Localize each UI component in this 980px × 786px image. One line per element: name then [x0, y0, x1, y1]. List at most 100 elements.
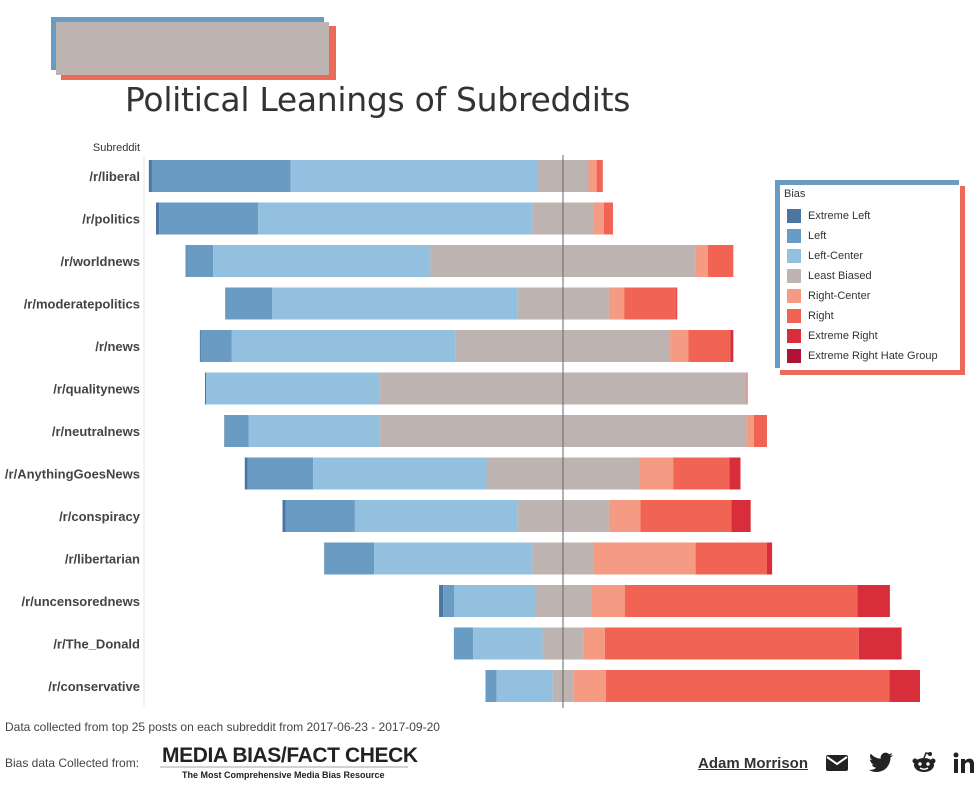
- author-link[interactable]: Adam Morrison: [698, 755, 809, 772]
- legend-label: Right: [808, 310, 834, 322]
- bar-segment: [185, 245, 187, 277]
- bar-segment: [443, 585, 455, 617]
- category-label: /r/liberal: [89, 169, 140, 184]
- category-label: /r/worldnews: [61, 254, 140, 269]
- bar-segment: [248, 415, 380, 447]
- category-label: /r/conspiracy: [59, 509, 141, 524]
- bar-segment: [213, 245, 431, 277]
- bar-segment: [485, 670, 497, 702]
- category-label: /r/libertarian: [65, 552, 140, 567]
- bar-segment: [247, 457, 314, 490]
- bar-segment: [593, 542, 696, 575]
- bar-segment: [729, 457, 741, 490]
- bar-segment: [258, 202, 533, 235]
- category-label: /r/news: [95, 339, 140, 354]
- bar-segment: [603, 202, 613, 235]
- linkedin-icon[interactable]: [951, 750, 977, 776]
- bar-segment: [593, 202, 604, 235]
- legend-swatch: [787, 269, 801, 283]
- bar-segment: [608, 287, 625, 320]
- bar-segment: [206, 372, 380, 405]
- category-label: /r/politics: [82, 212, 140, 227]
- bar-segment: [496, 670, 553, 702]
- bar-segment: [186, 245, 214, 277]
- mbfc-logo-tagline: The Most Comprehensive Media Bias Resour…: [182, 770, 385, 780]
- bar-segment: [676, 287, 678, 320]
- legend-item: Least Biased: [787, 266, 872, 286]
- legend-border-red: [780, 186, 965, 375]
- bar-segment: [640, 500, 732, 532]
- bar-segment: [199, 330, 201, 362]
- bar-segment: [639, 457, 674, 490]
- bar-segment: [605, 670, 890, 702]
- bar-segment: [695, 542, 767, 575]
- bar-segment: [624, 585, 858, 617]
- legend-label: Left: [808, 230, 827, 242]
- legend-label: Left-Center: [808, 250, 864, 262]
- bar-segment: [290, 160, 538, 192]
- legend-label: Extreme Right Hate Group: [808, 350, 938, 362]
- bar-segment: [354, 500, 518, 532]
- bar-segment: [746, 372, 748, 405]
- bar-segment: [313, 457, 487, 490]
- chart-title: Political Leanings of Subreddits: [125, 80, 631, 119]
- row-header: Subreddit: [93, 142, 140, 154]
- bar-segment: [374, 542, 533, 575]
- legend-item: Right: [787, 306, 834, 326]
- bar-segment: [591, 585, 625, 617]
- bar-segment: [285, 500, 355, 532]
- mbfc-logo-title: MEDIA BIAS/FACT CHECK: [162, 744, 418, 767]
- legend-item: Left: [787, 226, 826, 246]
- bar-segment: [583, 627, 605, 660]
- legend-label: Extreme Right: [808, 330, 878, 342]
- category-label: /r/conservative: [48, 679, 140, 694]
- bar-segment: [159, 202, 259, 235]
- legend-swatch: [787, 229, 801, 243]
- reddit-icon[interactable]: [911, 750, 937, 776]
- category-label: /r/The_Donald: [53, 637, 140, 652]
- category-label: /r/moderatepolitics: [24, 297, 140, 312]
- bar-segment: [573, 670, 606, 702]
- mbfc-logo[interactable]: MEDIA BIAS/FACT CHECK The Most Comprehen…: [160, 744, 418, 784]
- mail-icon[interactable]: [824, 750, 850, 776]
- legend-swatch: [787, 349, 801, 363]
- bar-segment: [454, 585, 535, 617]
- bar-segment: [731, 500, 751, 532]
- legend-swatch: [787, 289, 801, 303]
- bar-segment: [200, 330, 232, 362]
- legend-label: Right-Center: [808, 290, 871, 302]
- bar-segment: [858, 627, 902, 660]
- bar-segment: [453, 627, 474, 660]
- category-label: /r/AnythingGoesNews: [5, 467, 140, 482]
- twitter-icon[interactable]: [868, 750, 894, 776]
- legend-box: Bias Extreme Left Left Left-Center Least Bi…: [780, 185, 960, 370]
- bar-segment: [707, 245, 734, 277]
- mbfc-logo-underline: [160, 766, 408, 768]
- bar-segment: [604, 627, 859, 660]
- bar-segment: [272, 287, 518, 320]
- bar-segment: [673, 457, 730, 490]
- bar-segment: [225, 287, 227, 320]
- category-label: /r/qualitynews: [53, 382, 140, 397]
- bar-segment: [151, 160, 291, 192]
- legend-title: Bias: [784, 188, 806, 200]
- bar-segment: [324, 542, 326, 575]
- bar-segment: [156, 202, 160, 235]
- bar-segment: [746, 415, 754, 447]
- legend: Bias Extreme Left Left Left-Center Least Bi…: [775, 180, 965, 375]
- legend-item: Extreme Left: [787, 206, 870, 226]
- bar-segment: [226, 287, 273, 320]
- category-label: /r/neutralnews: [52, 424, 140, 439]
- bar-segment: [695, 245, 708, 277]
- bar-segment: [588, 160, 597, 192]
- legend-swatch: [787, 309, 801, 323]
- bar-segment: [244, 457, 248, 490]
- category-label: /r/uncensorednews: [22, 594, 140, 609]
- bar-segment: [282, 500, 286, 532]
- bar-segment: [473, 627, 543, 660]
- legend-item: Extreme Right Hate Group: [787, 346, 938, 366]
- bar-segment: [148, 160, 152, 192]
- bar-segment: [608, 500, 641, 532]
- data-collection-note: Data collected from top 25 posts on each…: [5, 720, 440, 734]
